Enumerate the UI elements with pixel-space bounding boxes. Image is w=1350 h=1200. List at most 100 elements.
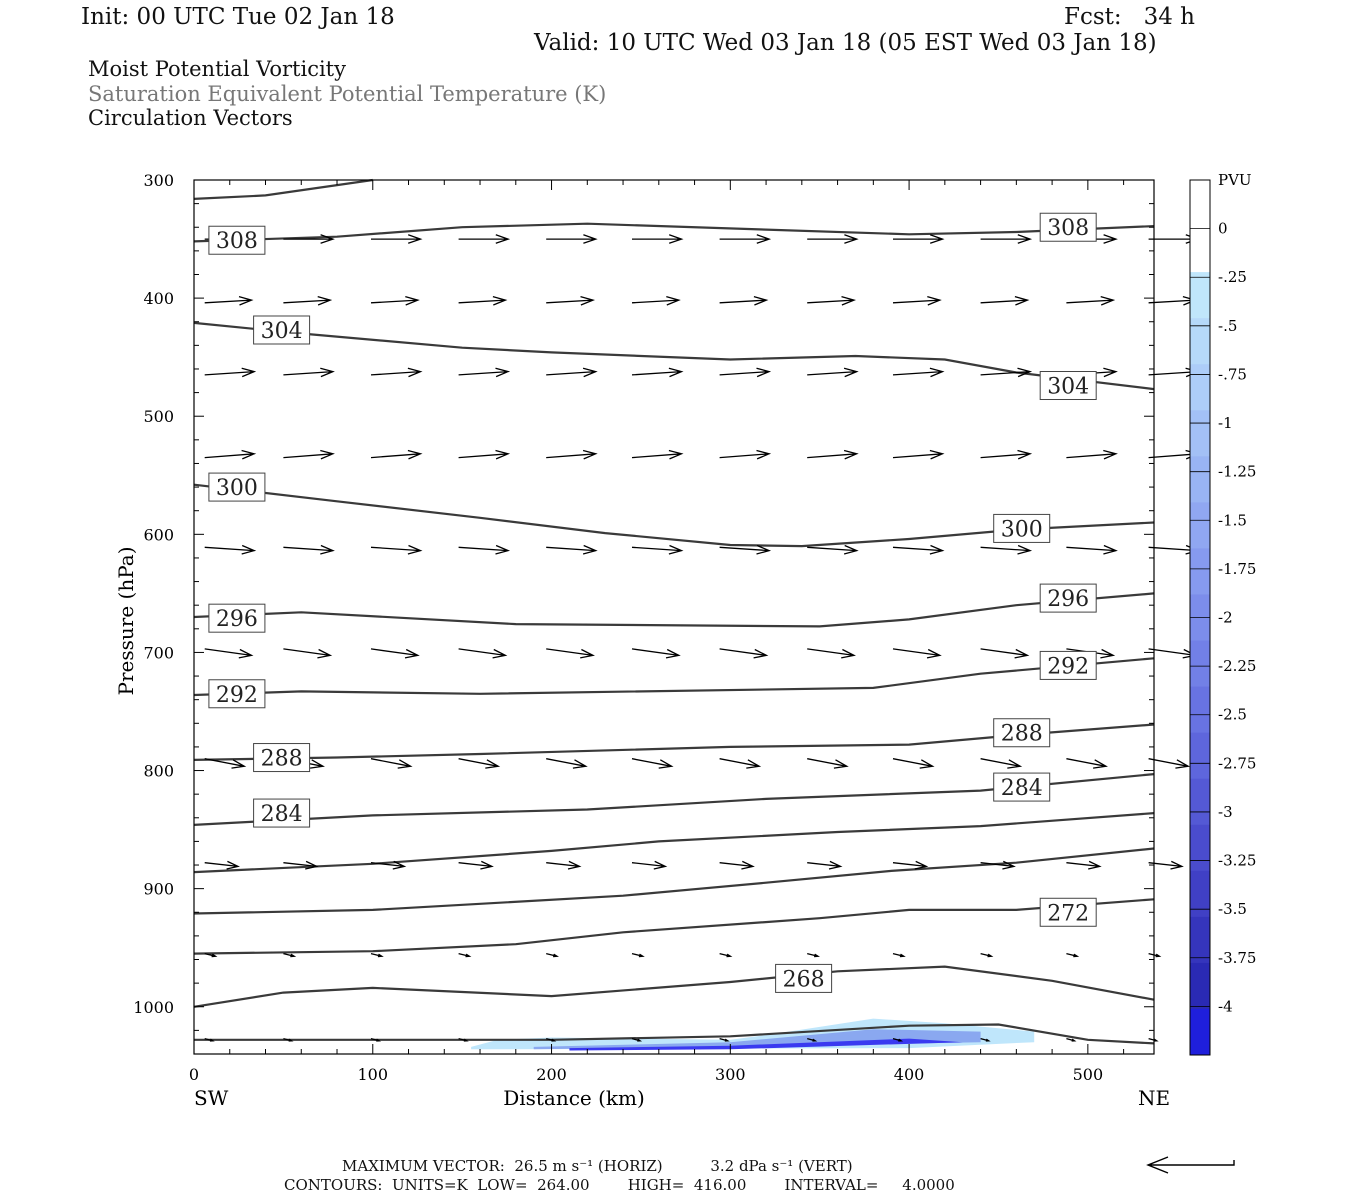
colorbar-swatch <box>1190 962 1210 1010</box>
colorbar-label: -2.25 <box>1218 657 1256 675</box>
contour-label-box <box>1039 650 1097 680</box>
circulation-vector <box>892 449 945 460</box>
colorbar-label: -.75 <box>1218 365 1247 383</box>
theta-contour-276 <box>193 847 1155 915</box>
circulation-vector <box>1066 544 1118 555</box>
reference-vector <box>1146 1156 1235 1174</box>
contour-label-308: 308 <box>1047 216 1089 241</box>
forecast-hour: Fcst: 34 h <box>1064 4 1195 30</box>
circulation-vector <box>980 860 1016 870</box>
contour-label-296: 296 <box>1047 587 1089 612</box>
circulation-vector <box>204 449 257 460</box>
contour-label-box <box>208 603 266 633</box>
circulation-vector <box>370 648 420 659</box>
circulation-vector <box>546 544 598 555</box>
circulation-vector <box>631 758 674 769</box>
circulation-vector <box>631 860 668 870</box>
circulation-vector <box>807 648 856 659</box>
circulation-vector <box>370 1037 382 1042</box>
circulation-vector <box>371 234 423 244</box>
contour-label-box <box>993 513 1051 543</box>
circulation-vector <box>892 1037 904 1042</box>
circulation-vector <box>204 1037 215 1042</box>
circulation-vector <box>893 234 945 244</box>
x-tick-label: 0 <box>189 1065 199 1084</box>
theta-contour-304 <box>193 321 1155 391</box>
circulation-vector <box>283 648 333 659</box>
contour-label-box <box>253 798 311 828</box>
circulation-vector <box>458 234 511 244</box>
circulation-vector <box>546 449 598 460</box>
circulation-vector <box>980 295 1030 306</box>
contour-label-304: 304 <box>261 319 303 344</box>
circulation-vector <box>204 295 254 306</box>
y-tick-label: 800 <box>143 762 174 781</box>
circulation-vector <box>546 758 588 769</box>
y-tick-label: 700 <box>143 643 174 662</box>
contour-info: CONTOURS: UNITS=K LOW= 264.00 HIGH= 416.… <box>284 1176 955 1194</box>
x-tick-label: 300 <box>715 1065 746 1084</box>
circulation-vector <box>1066 295 1116 306</box>
contour-label-box <box>1039 212 1097 242</box>
circulation-vector <box>892 952 906 958</box>
x-axis-title: Distance (km) <box>503 1086 645 1110</box>
colorbar-swatch <box>1190 226 1210 273</box>
circulation-vector <box>458 1037 469 1042</box>
circulation-vector <box>458 295 508 306</box>
contour-label-268: 268 <box>783 967 825 992</box>
contour-label-box <box>1039 897 1097 927</box>
colorbar-label: -4 <box>1218 997 1233 1015</box>
colorbar-label: -1.5 <box>1218 511 1247 529</box>
valid-time: Valid: 10 UTC Wed 03 Jan 18 (05 EST Wed … <box>534 30 1157 56</box>
circulation-vector <box>283 234 335 244</box>
contour-label-box <box>208 472 266 502</box>
colorbar-swatch <box>1190 732 1210 780</box>
circulation-vector <box>1066 860 1102 870</box>
colorbar-label: -2.75 <box>1218 754 1256 772</box>
colorbar-swatch <box>1190 456 1210 503</box>
circulation-vector <box>892 367 945 378</box>
colorbar-swatch <box>1190 778 1210 826</box>
colorbar-swatch <box>1190 318 1210 365</box>
field-mpv: Moist Potential Vorticity <box>88 57 346 81</box>
circulation-vector <box>719 860 755 870</box>
colorbar-swatch <box>1190 410 1210 457</box>
circulation-vector <box>631 295 681 306</box>
field-vectors: Circulation Vectors <box>88 106 293 130</box>
circulation-vector <box>631 449 684 460</box>
field-theta-es: Saturation Equivalent Potential Temperat… <box>88 82 607 106</box>
circulation-vector <box>458 648 508 659</box>
circulation-vector <box>283 860 319 870</box>
circulation-vector <box>719 544 772 555</box>
colorbar-label: -3.75 <box>1218 949 1256 967</box>
y-tick-label: 500 <box>143 407 174 426</box>
x-tick-label: 100 <box>357 1065 388 1084</box>
circulation-vector <box>807 1037 818 1042</box>
circulation-vector <box>458 544 511 555</box>
theta-contour-312 <box>193 178 373 200</box>
colorbar-label: -3 <box>1218 803 1233 821</box>
circulation-vector <box>719 367 772 378</box>
contour-label-304: 304 <box>1047 375 1089 400</box>
colorbar-swatch <box>1190 502 1210 549</box>
circulation-vector <box>204 758 247 769</box>
theta-contour-264 <box>194 1023 1155 1045</box>
contour-label-box <box>208 225 266 255</box>
contour-label-box <box>208 679 266 709</box>
circulation-vector <box>631 367 684 378</box>
circulation-vector <box>458 758 501 769</box>
mpv-region <box>569 1038 963 1051</box>
colorbar-label: -.5 <box>1218 317 1237 335</box>
colorbar-swatch <box>1190 916 1210 964</box>
x-left-label: SW <box>194 1086 229 1110</box>
colorbar-label: -3.5 <box>1218 900 1247 918</box>
circulation-vector <box>370 295 420 306</box>
circulation-vector <box>204 860 240 870</box>
circulation-vector <box>892 295 942 306</box>
colorbar-swatch <box>1190 364 1210 411</box>
circulation-vector <box>631 1037 643 1042</box>
contour-label-box <box>253 315 311 345</box>
circulation-vector <box>807 295 857 306</box>
circulation-vector <box>204 648 254 659</box>
